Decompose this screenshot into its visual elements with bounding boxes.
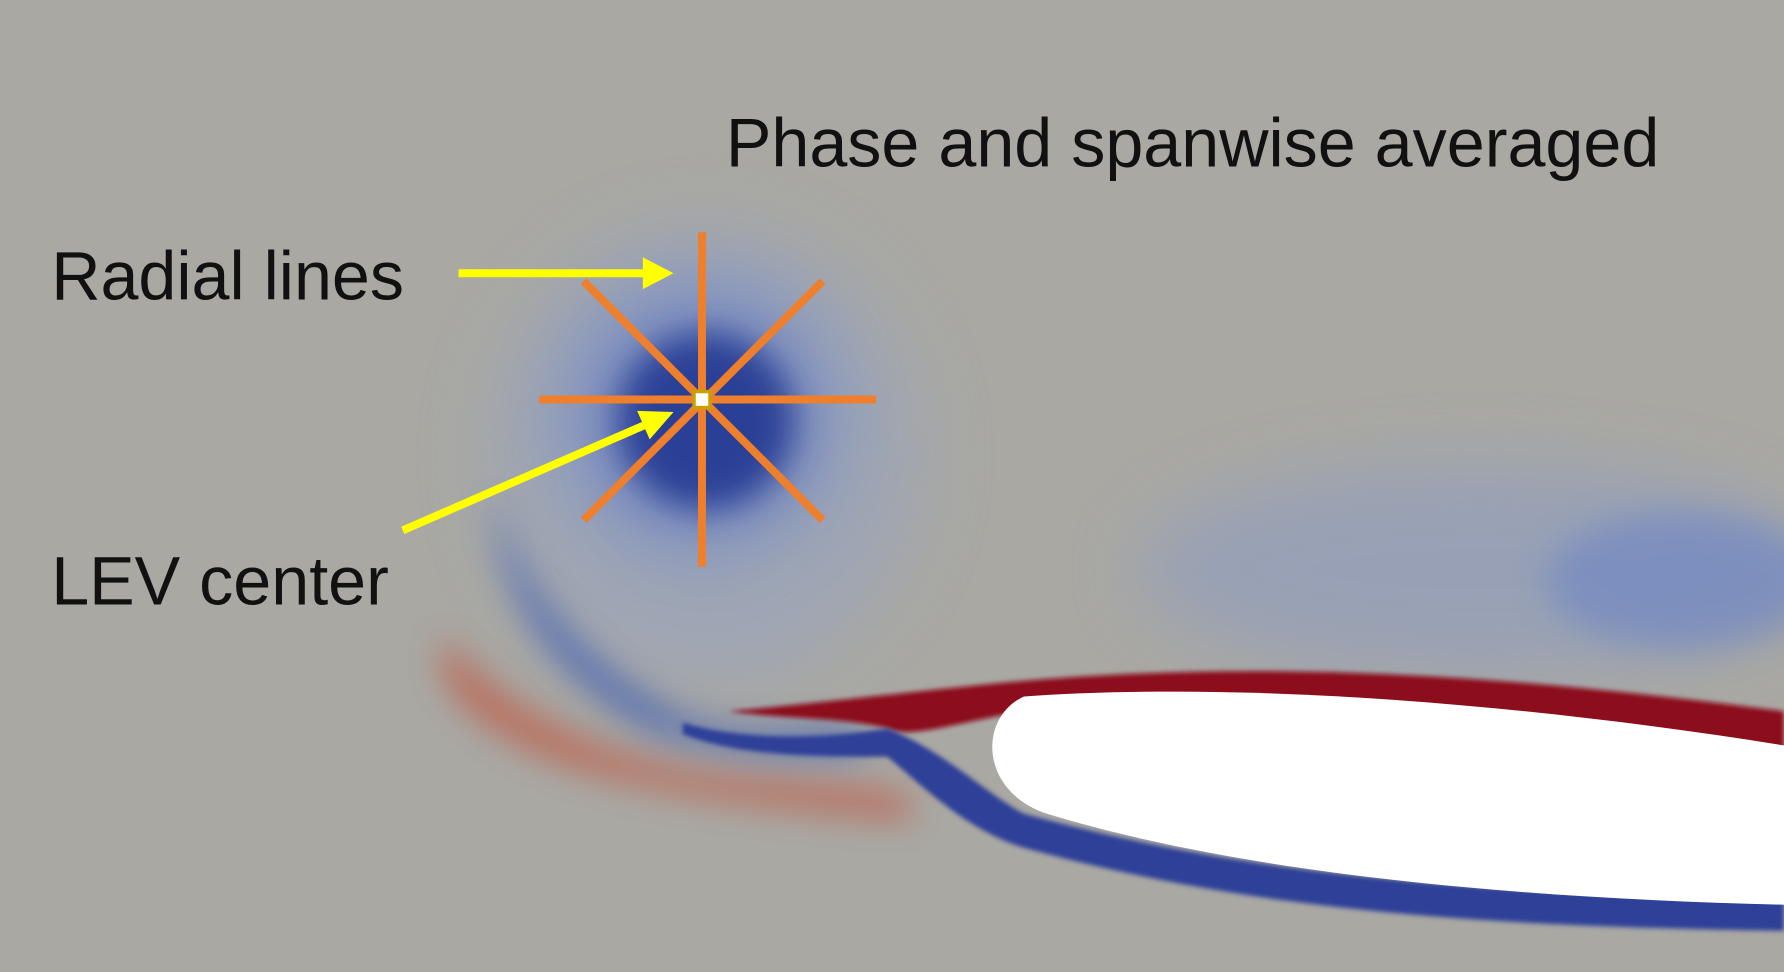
annotation: Radial lines <box>51 238 404 314</box>
lev-center-marker <box>692 389 712 410</box>
airfoil <box>992 691 1784 905</box>
arrows <box>401 257 674 535</box>
annotation: LEV center <box>51 543 389 619</box>
title: Phase and spanwise averaged <box>726 105 1659 181</box>
